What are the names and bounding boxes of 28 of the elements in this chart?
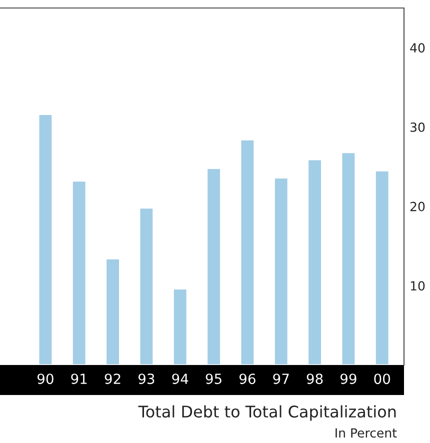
bar — [274, 177, 289, 365]
bar — [172, 288, 188, 365]
x-tick-label: 92 — [104, 374, 120, 384]
y-tick-label: 10 — [410, 281, 425, 291]
text: Total Debt to Total Capitalization — [138, 405, 396, 421]
bar — [240, 139, 256, 365]
x-tick-label: 93 — [138, 374, 154, 384]
x-tick-label: 98 — [306, 374, 323, 384]
bar — [105, 258, 120, 365]
x-tick-label: 90 — [37, 374, 54, 384]
bar — [340, 152, 356, 365]
x-tick-label: 96 — [239, 374, 256, 384]
x-tick-label: 97 — [273, 374, 289, 384]
y-tick-label: 40 — [410, 43, 425, 53]
y-tick-label: 30 — [410, 122, 425, 132]
bar — [38, 114, 54, 365]
bar — [206, 168, 222, 365]
bar — [374, 170, 390, 365]
y-tick-label: 20 — [410, 202, 425, 212]
x-tick-label: 95 — [206, 374, 222, 384]
x-tick-label: 94 — [172, 374, 188, 384]
x-tick-label: 99 — [340, 374, 356, 384]
bar — [307, 158, 322, 365]
bar — [72, 180, 87, 365]
bar — [138, 207, 154, 365]
x-tick-label: 00 — [374, 374, 390, 384]
text: In Percent — [336, 428, 397, 438]
x-tick-label: 91 — [71, 374, 87, 384]
